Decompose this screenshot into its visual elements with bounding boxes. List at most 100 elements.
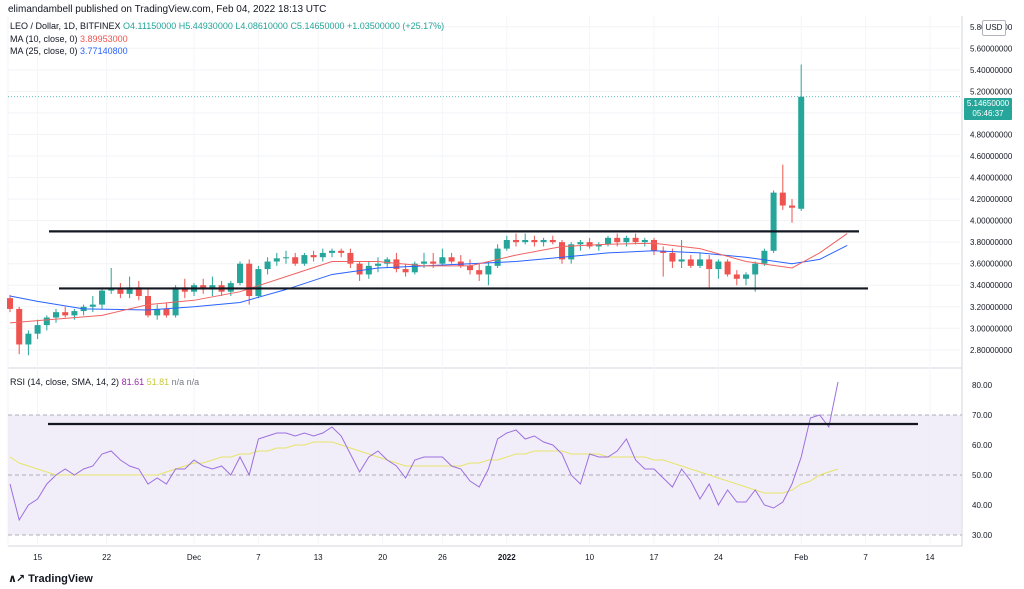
candle-body <box>494 248 501 266</box>
candle-body <box>559 242 565 260</box>
time-tick-label: 10 <box>585 553 594 562</box>
candle-body <box>292 257 299 264</box>
candle-body <box>476 270 483 275</box>
candle-body <box>163 308 170 316</box>
time-tick-label: 7 <box>863 553 868 562</box>
candle-body <box>264 261 271 270</box>
candle-body <box>172 287 179 316</box>
rsi-na: n/a n/a <box>171 377 200 387</box>
time-tick-label: 7 <box>256 553 261 562</box>
ma10-label: MA (10, close, 0) <box>10 34 78 44</box>
candle-body <box>283 257 289 259</box>
ohlc-high: H5.44930000 <box>178 21 233 31</box>
time-tick-label: 15 <box>33 553 42 562</box>
symbol-name: LEO / Dollar, 1D, BITFINEX <box>10 21 121 31</box>
candle-body <box>255 269 262 296</box>
candle-body <box>34 325 41 334</box>
candle-body <box>485 265 492 275</box>
time-tick-label: 13 <box>314 553 323 562</box>
price-tick-label: 4.20000000 <box>970 195 1013 204</box>
published-caption: elimandambell published on TradingView.c… <box>8 4 327 15</box>
tradingview-brand[interactable]: ∧↗ TradingView <box>8 572 93 586</box>
candle-body <box>237 263 243 284</box>
price-tick-label: 5.60000000 <box>970 44 1013 53</box>
candle-body <box>375 263 381 266</box>
price-tick-label: 4.60000000 <box>970 152 1013 161</box>
candle-body <box>430 261 437 264</box>
candle-body <box>651 240 657 251</box>
candle-body <box>467 265 473 271</box>
candle-body <box>752 263 759 275</box>
price-tick-label: 4.00000000 <box>970 217 1013 226</box>
ma10-value: 3.89953000 <box>80 34 128 44</box>
candle-body <box>531 240 538 243</box>
time-tick-label: 14 <box>926 553 935 562</box>
candle-body <box>246 263 253 296</box>
ma25-label: MA (25, close, 0) <box>10 46 78 56</box>
candle-body <box>301 255 308 264</box>
candle-body <box>761 250 768 264</box>
rsi-legend[interactable]: RSI (14, close, SMA, 14, 2) 81.61 51.81 … <box>10 376 199 388</box>
last-price-tag: 5.14650000 05:46:37 <box>964 98 1012 120</box>
price-tick-label: 3.00000000 <box>970 324 1013 333</box>
candle-body <box>402 269 409 273</box>
candle-body <box>503 240 510 249</box>
rsi-panel <box>8 381 962 536</box>
candle-body <box>365 265 372 275</box>
time-tick-label: Dec <box>187 553 201 562</box>
tradingview-logo-icon: ∧↗ <box>8 573 25 585</box>
ohlc-low: L4.08610000 <box>235 21 288 31</box>
rsi-label: RSI (14, close, SMA, 14, 2) <box>10 377 120 387</box>
candle-body <box>329 250 335 253</box>
candle-body <box>687 259 694 266</box>
rsi-tick-label: 60.00 <box>972 441 993 450</box>
time-tick-label: 2022 <box>498 553 516 562</box>
candle-body <box>319 252 326 258</box>
time-tick-label: 20 <box>378 553 387 562</box>
candle-body <box>549 240 556 243</box>
candle-body <box>126 287 133 294</box>
candle-body <box>16 308 23 345</box>
candle-body <box>62 312 69 316</box>
ma25-legend[interactable]: MA (25, close, 0) 3.77140800 <box>10 45 128 57</box>
price-tick-label: 5.40000000 <box>970 66 1013 75</box>
rsi-tick-label: 50.00 <box>972 471 993 480</box>
currency-button[interactable]: USD <box>982 20 1006 36</box>
candle-body <box>411 263 418 273</box>
time-tick-label: 22 <box>102 553 111 562</box>
candle-body <box>135 287 142 296</box>
price-tick-label: 3.40000000 <box>970 281 1013 290</box>
candle-body <box>89 304 96 307</box>
candle-body <box>577 242 584 245</box>
price-tick-label: 2.80000000 <box>970 346 1013 355</box>
candle-body <box>99 290 105 305</box>
candle-body <box>706 259 713 270</box>
ma10-legend[interactable]: MA (10, close, 0) 3.89953000 <box>10 33 128 45</box>
candle-body <box>743 274 749 279</box>
candle-body <box>513 240 519 243</box>
candle-body <box>356 263 363 275</box>
candle-body <box>117 289 124 294</box>
candle-body <box>770 192 777 251</box>
candle-body <box>7 298 13 309</box>
last-price: 5.14650000 <box>966 99 1010 108</box>
candle-body <box>439 257 446 264</box>
candle-body <box>669 252 676 262</box>
candle-body <box>145 296 151 316</box>
candle-body <box>641 240 648 243</box>
candle-body <box>632 237 639 243</box>
candle-body <box>522 240 529 243</box>
candle-body <box>660 250 667 253</box>
rsi-tick-label: 70.00 <box>972 411 993 420</box>
candle-body <box>53 312 59 318</box>
rsi-sma-line <box>9 441 839 494</box>
price-tick-label: 4.40000000 <box>970 174 1013 183</box>
candle-body <box>384 259 391 264</box>
time-tick-label: 24 <box>714 553 723 562</box>
brand-name: TradingView <box>28 572 93 585</box>
price-panel <box>7 64 962 356</box>
candle-body <box>273 258 280 262</box>
candle-body <box>798 96 805 209</box>
candle-body <box>697 259 703 266</box>
